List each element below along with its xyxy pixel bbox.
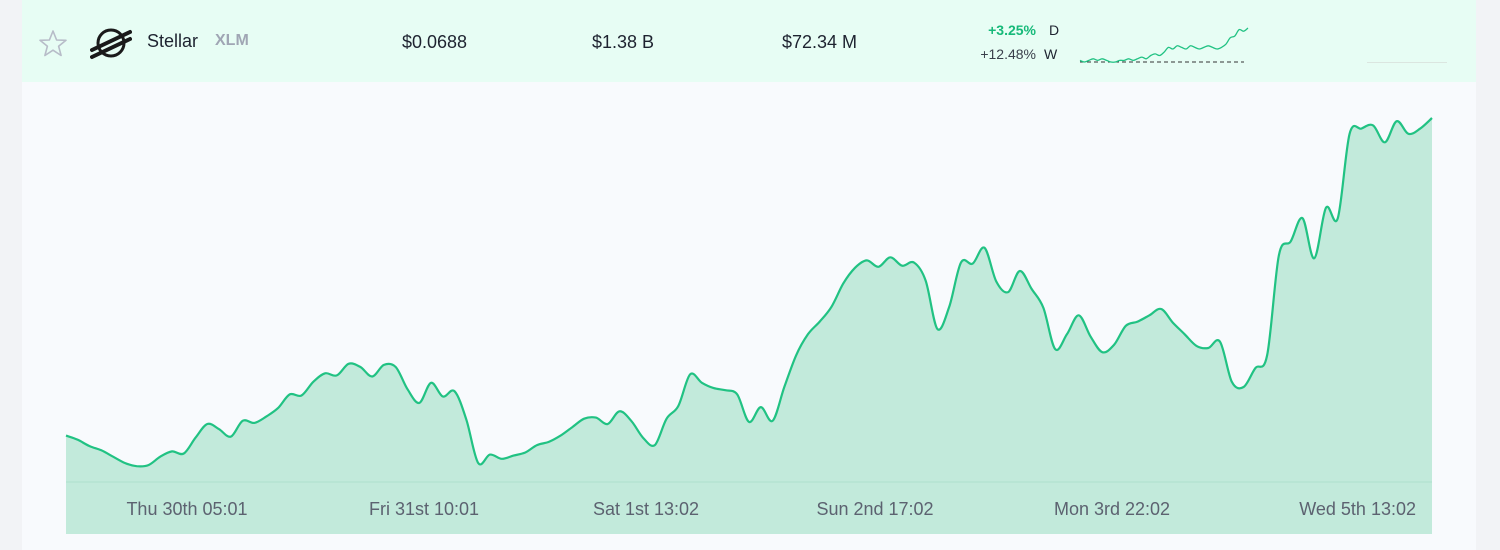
coin-name: Stellar bbox=[147, 31, 199, 51]
change-day: +3.25% bbox=[988, 22, 1036, 38]
star-icon[interactable] bbox=[38, 29, 68, 59]
volume: $72.34 M bbox=[782, 32, 858, 52]
market-cap: $1.38 B bbox=[592, 32, 655, 52]
change-week-label: W bbox=[1044, 46, 1058, 62]
row-divider bbox=[1367, 62, 1447, 63]
coin-price: $0.0688 bbox=[402, 32, 468, 52]
coin-panel: Stellar XLM $0.0688 $1.38 B $72.34 M +3.… bbox=[22, 0, 1476, 550]
change-week: +12.48% bbox=[980, 46, 1036, 62]
axis-band bbox=[66, 482, 1432, 534]
x-tick-label: Fri 31st 10:01 bbox=[369, 499, 479, 519]
x-tick-label: Sun 2nd 17:02 bbox=[816, 499, 933, 519]
coin-symbol: XLM bbox=[215, 32, 249, 49]
change-day-label: D bbox=[1049, 22, 1060, 38]
stellar-logo-icon bbox=[90, 28, 132, 59]
x-tick-label: Mon 3rd 22:02 bbox=[1054, 499, 1170, 519]
sparkline bbox=[1079, 27, 1249, 63]
x-tick-label: Sat 1st 13:02 bbox=[593, 499, 699, 519]
x-tick-label: Wed 5th 13:02 bbox=[1299, 499, 1416, 519]
sparkline-line bbox=[1079, 27, 1249, 63]
price-chart[interactable]: Thu 30th 05:01 Fri 31st 10:01 Sat 1st 13:0… bbox=[22, 82, 1476, 550]
x-tick-label: Thu 30th 05:01 bbox=[126, 499, 247, 519]
price-area bbox=[66, 118, 1432, 482]
coin-row[interactable]: Stellar XLM $0.0688 $1.38 B $72.34 M +3.… bbox=[22, 0, 1476, 82]
price-line bbox=[65, 117, 1433, 468]
